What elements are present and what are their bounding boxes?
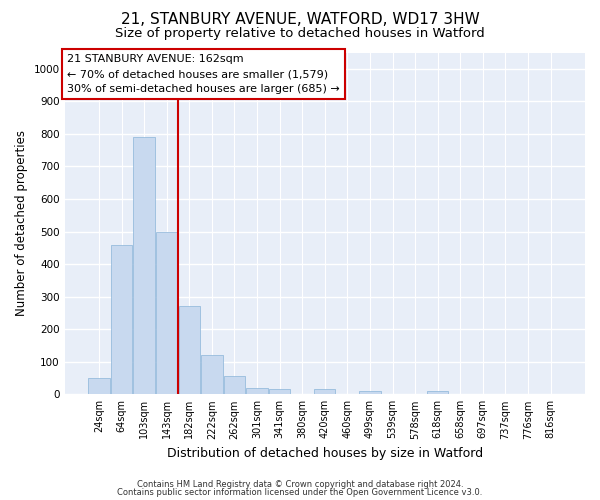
Bar xyxy=(88,378,110,394)
Bar xyxy=(269,390,290,394)
Text: 21, STANBURY AVENUE, WATFORD, WD17 3HW: 21, STANBURY AVENUE, WATFORD, WD17 3HW xyxy=(121,12,479,28)
Y-axis label: Number of detached properties: Number of detached properties xyxy=(15,130,28,316)
Text: 21 STANBURY AVENUE: 162sqm
← 70% of detached houses are smaller (1,579)
30% of s: 21 STANBURY AVENUE: 162sqm ← 70% of deta… xyxy=(67,54,340,94)
Text: Contains public sector information licensed under the Open Government Licence v3: Contains public sector information licen… xyxy=(118,488,482,497)
Bar xyxy=(359,391,380,394)
Bar xyxy=(156,232,178,394)
Bar xyxy=(111,244,132,394)
Text: Contains HM Land Registry data © Crown copyright and database right 2024.: Contains HM Land Registry data © Crown c… xyxy=(137,480,463,489)
Bar xyxy=(427,391,448,394)
Text: Size of property relative to detached houses in Watford: Size of property relative to detached ho… xyxy=(115,28,485,40)
Bar xyxy=(224,376,245,394)
Bar xyxy=(314,390,335,394)
Bar xyxy=(133,137,155,394)
Bar xyxy=(201,355,223,395)
X-axis label: Distribution of detached houses by size in Watford: Distribution of detached houses by size … xyxy=(167,447,483,460)
Bar xyxy=(246,388,268,394)
Bar xyxy=(179,306,200,394)
